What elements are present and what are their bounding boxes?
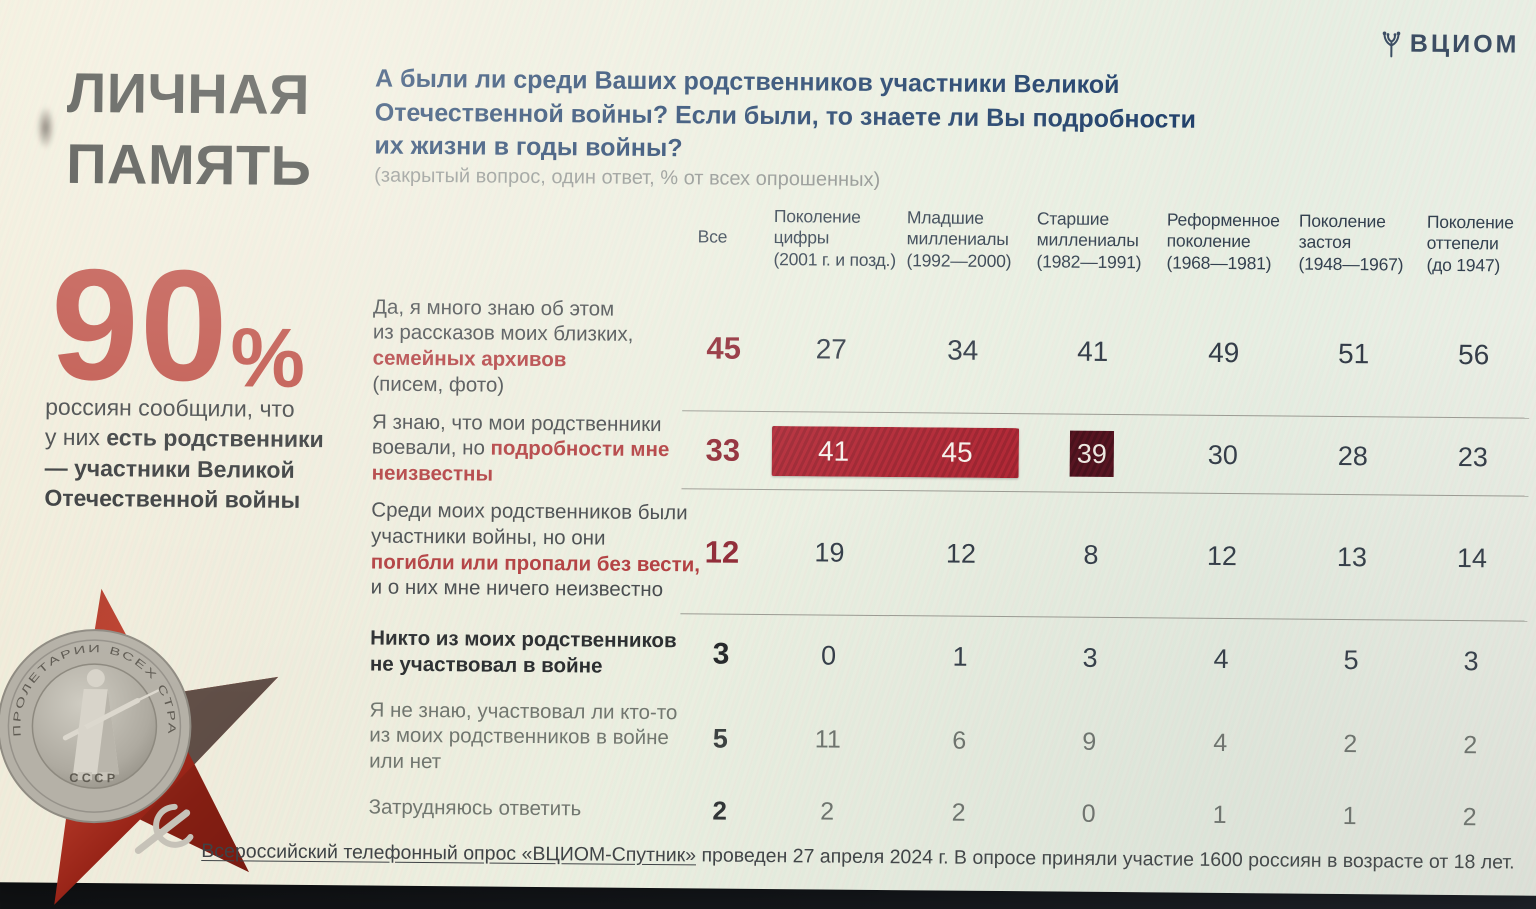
value-younger-millennials: 2 [894,798,1024,828]
table-row-fought-no-details: Я знаю, что мои родственники воевали, но… [372,409,1530,497]
source-text: проведен 27 апреля 2024 г. В опросе прин… [696,844,1515,873]
value-gen-z: 2 [761,796,894,826]
row-label-text: Затрудняюсь ответить [369,796,582,821]
value-thaw-generation: 2 [1414,802,1526,832]
value-gen-z: 11 [761,724,894,754]
source-footer: Всероссийский телефонный опрос «ВЦИОМ-Сп… [201,840,1514,874]
column-header-gen-z: Поколение цифры (2001 г. и позд.) [765,206,899,271]
value-older-millennials-highlighted: 39 [1070,431,1114,477]
row-label: Да, я много знаю об этом из рассказов мо… [372,294,683,399]
value-thaw-generation: 3 [1415,645,1527,677]
value-gen-z: 19 [763,537,896,569]
value-thaw-generation: 2 [1414,730,1526,760]
value-younger-millennials: 6 [894,726,1024,756]
value-gen-z: 27 [765,333,898,366]
row-label: Затрудняюсь ответить [369,795,679,823]
value-reform-generation: 30 [1157,439,1289,471]
vciom-logo-text: ВЦИОМ [1410,30,1520,60]
value-all: 3 [680,637,762,672]
slide-title: ЛИЧНАЯ ПАМЯТЬ [66,58,312,201]
row-label-text: Среди моих родственников были участники … [371,499,688,550]
value-younger-millennials: 12 [896,538,1026,570]
table-row-nobody-participated: Никто из моих родственников не участвова… [370,612,1528,702]
value-all: 45 [683,330,765,367]
value-all: 2 [679,795,761,827]
header-spacer [373,267,683,270]
row-label-text: Да, я много знаю об этом из рассказов мо… [373,295,634,346]
table-row-dont-know: Я не знаю, участвовал ли кто-то из моих … [369,692,1527,790]
row-label-text: Я не знаю, участвовал ли кто-то из моих … [369,698,677,773]
value-stagnation-generation: 2 [1286,729,1414,759]
survey-question: А были ли среди Ваших родственников учас… [374,63,1196,171]
table-row-know-a-lot: Да, я много знаю об этом из рассказов мо… [372,283,1530,419]
value-gen-z-highlighted: 41 [818,435,849,467]
value-older-millennials: 3 [1025,642,1155,674]
vciom-tree-icon [1379,30,1405,58]
value-stagnation-generation: 51 [1290,338,1418,371]
value-all: 33 [682,432,764,469]
value-older-millennials-cell: 39 [1027,430,1157,477]
value-older-millennials: 0 [1024,799,1154,829]
column-header-reform-generation: Реформенное поколение (1968—1981) [1158,209,1291,274]
value-all: 12 [681,534,763,571]
value-thaw-generation: 14 [1416,543,1528,575]
key-stat: 90 % [50,246,306,406]
row-label-text: Никто из моих родственников не участвова… [370,627,677,678]
percent-sign: % [230,315,305,400]
value-reform-generation: 49 [1158,336,1290,369]
row-label: Я знаю, что мои родственники воевали, но… [372,409,683,489]
row-label-emphasis: погибли или пропали без вести, [371,550,700,576]
row-label: Я не знаю, участвовал ли кто-то из моих … [369,697,680,777]
value-older-millennials: 9 [1024,727,1154,757]
value-younger-millennials: 1 [895,641,1025,673]
table-row-hard-to-answer: Затрудняюсь ответить 2 2 2 0 1 1 2 [368,780,1525,846]
value-gen-z: 0 [762,639,895,671]
column-header-younger-millennials: Младшие миллениалы (1992—2000) [898,207,1029,272]
value-reform-generation: 12 [1156,540,1288,572]
vciom-logo: ВЦИОМ [1379,29,1520,59]
value-reform-generation: 4 [1155,643,1287,675]
value-reform-generation: 4 [1154,728,1286,758]
value-stagnation-generation: 13 [1288,542,1416,574]
column-header-thaw-generation: Поколение оттепели (до 1947) [1418,212,1531,277]
row-label: Никто из моих родственников не участвова… [370,626,680,680]
source-link[interactable]: Всероссийский телефонный опрос «ВЦИОМ-Сп… [201,840,696,866]
value-all: 5 [679,723,761,755]
results-table: Все Поколение цифры (2001 г. и позд.) Мл… [368,197,1531,846]
table-header-row: Все Поколение цифры (2001 г. и позд.) Мл… [373,197,1531,293]
highlighted-values-band: 41 45 [772,426,1019,478]
medallion-cccp-text: СССР [69,771,119,785]
value-thaw-generation: 56 [1418,339,1530,372]
value-younger-millennials: 34 [898,334,1028,367]
column-header-all: Все [684,226,766,248]
value-stagnation-generation: 1 [1286,801,1414,831]
column-header-stagnation-generation: Поколение застоя (1948—1967) [1290,211,1419,276]
row-label-emphasis: семейных архивов [373,347,567,372]
value-stagnation-generation: 5 [1287,644,1415,676]
row-label: Среди моих родственников были участники … [371,498,682,603]
photo-artifact-smudge [36,106,54,150]
value-thaw-generation: 23 [1417,441,1529,473]
value-older-millennials: 41 [1028,335,1158,368]
value-reform-generation: 1 [1154,800,1286,830]
column-header-older-millennials: Старшие миллениалы (1982—1991) [1028,208,1159,273]
stat-number: 90 [50,246,229,406]
value-younger-millennials-highlighted: 45 [941,437,972,469]
stat-description: россиян сообщили, что у них есть родстве… [44,392,345,516]
value-stagnation-generation: 28 [1289,440,1417,472]
table-row-died-or-missing: Среди моих родственников были участники … [370,487,1528,622]
value-older-millennials: 8 [1026,539,1156,571]
survey-question-note: (закрытый вопрос, один ответ, % от всех … [374,165,880,192]
